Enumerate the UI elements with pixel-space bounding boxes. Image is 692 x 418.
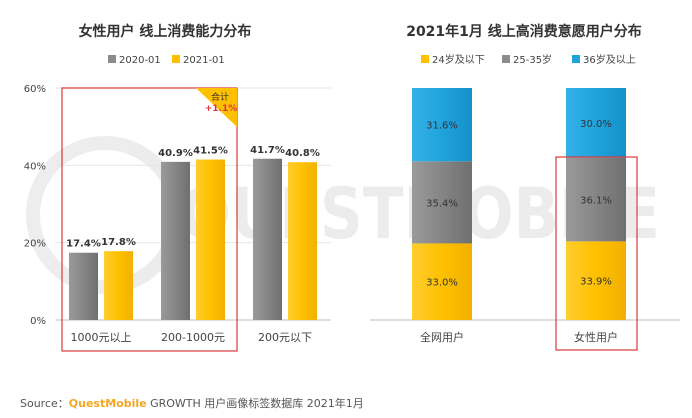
- annotation-value: +1.1%: [205, 104, 238, 114]
- bar-data-label: 17.8%: [101, 237, 136, 248]
- highlight-box-left: [61, 87, 238, 352]
- source-note: Source：QuestMobile GROWTH 用户画像标签数据库 2021…: [20, 395, 364, 411]
- stack-2-3: [566, 88, 626, 158]
- category-label: 200元以下: [258, 331, 312, 344]
- right-stacked-chart: 2021年1月 线上高消费意愿用户分布 24岁及以下 25-35岁 36岁及以上 3…: [370, 23, 680, 351]
- y-tick-label: 60%: [24, 84, 46, 95]
- right-legend: 24岁及以下 25-35岁 36岁及以上: [421, 53, 636, 66]
- bar-3-2: [288, 162, 317, 320]
- stack-data-label: 36.1%: [580, 195, 612, 206]
- right-category-label: 女性用户: [574, 330, 618, 344]
- stack-data-label: 35.4%: [426, 198, 458, 209]
- highlight-box-right: [555, 156, 638, 351]
- stack-data-label: 33.0%: [426, 278, 458, 289]
- source-brand: QuestMobile: [68, 397, 147, 410]
- category-label: 1000元以上: [71, 331, 132, 344]
- stack-2-1: [566, 241, 626, 320]
- right-category-label: 全网用户: [420, 330, 464, 344]
- y-tick-label: 0%: [30, 316, 46, 327]
- left-bar-chart: 女性用户 线上消费能力分布 2020-01 2021-01 0% 20% 40% 60%…: [24, 23, 331, 352]
- right-chart-title: 2021年1月 线上高消费意愿用户分布: [406, 23, 642, 40]
- stack-data-label: 31.6%: [426, 121, 458, 132]
- bar-data-label: 40.8%: [285, 148, 320, 159]
- bar-data-label: 41.7%: [250, 145, 285, 156]
- stack-2-2: [566, 157, 626, 242]
- left-bars: 17.4% 17.8% 1000元以上 40.9% 41.5% 200-1000元 41.7…: [66, 145, 320, 344]
- right-legend-label-2: 25-35岁: [513, 53, 552, 66]
- category-label: 200-1000元: [161, 331, 225, 344]
- bar-data-label: 40.9%: [158, 148, 193, 159]
- bar-1-2: [104, 251, 133, 320]
- stack-1-2: [412, 161, 472, 244]
- left-legend-swatch-2: [172, 55, 180, 63]
- annotation-label: 合计: [211, 91, 229, 103]
- total-annotation: 合计 +1.1%: [196, 88, 237, 127]
- y-tick-label: 40%: [24, 161, 46, 172]
- right-legend-label-3: 36岁及以上: [583, 53, 636, 66]
- source-prefix: Source：: [20, 397, 69, 410]
- bar-2-2: [196, 159, 225, 320]
- right-legend-swatch-3: [572, 55, 580, 63]
- left-legend-swatch-1: [108, 55, 116, 63]
- right-legend-swatch-1: [421, 55, 429, 63]
- left-legend-label-2: 2021-01: [183, 55, 225, 66]
- stack-data-label: 30.0%: [580, 119, 612, 130]
- bar-1-1: [69, 252, 98, 320]
- y-tick-label: 20%: [24, 239, 46, 250]
- right-bars: 33.0% 35.4% 31.6% 全网用户 33.9% 36.1% 30.0% 女性用户: [370, 88, 680, 344]
- left-chart-title: 女性用户 线上消费能力分布: [79, 23, 252, 40]
- left-legend: 2020-01 2021-01: [108, 55, 225, 66]
- bar-2-1: [161, 161, 190, 320]
- stack-1-3: [412, 88, 472, 162]
- right-legend-label-1: 24岁及以下: [432, 53, 485, 66]
- bar-data-label: 41.5%: [193, 146, 228, 157]
- annotation-triangle: [196, 88, 237, 127]
- source-suffix: GROWTH 用户画像标签数据库 2021年1月: [146, 397, 364, 410]
- right-legend-swatch-2: [502, 55, 510, 63]
- bar-3-1: [253, 158, 282, 320]
- stack-1-1: [412, 243, 472, 320]
- stack-data-label: 33.9%: [580, 277, 612, 288]
- left-legend-label-1: 2020-01: [119, 55, 161, 66]
- bar-data-label: 17.4%: [66, 239, 101, 250]
